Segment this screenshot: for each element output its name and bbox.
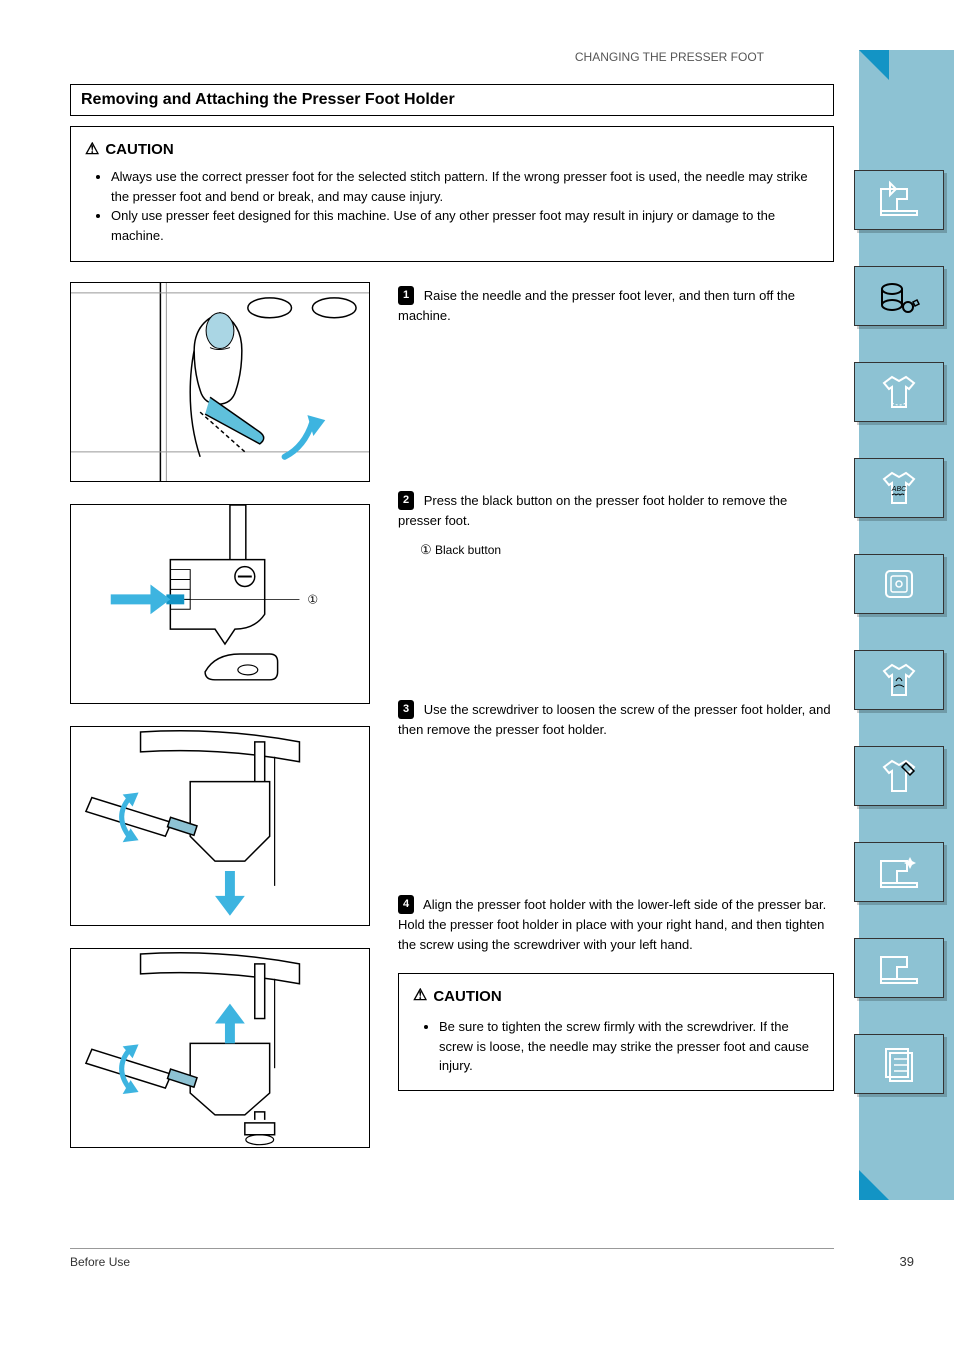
diagram-2: ①	[70, 504, 370, 704]
svg-text:ABC: ABC	[891, 486, 907, 493]
page-content: CHANGING THE PRESSER FOOT Removing and A…	[70, 50, 834, 1148]
tab-10[interactable]	[854, 1034, 944, 1094]
tab-5[interactable]	[854, 554, 944, 614]
tab-4[interactable]: ABC	[854, 458, 944, 518]
caution-label: CAUTION	[105, 141, 173, 158]
tab-6[interactable]	[854, 650, 944, 710]
shirt-abc-icon: ABC	[878, 467, 920, 509]
lower-caution-item: Be sure to tighten the screw firmly with…	[439, 1017, 819, 1076]
step-number: 1	[398, 286, 414, 305]
machine2-icon	[878, 947, 920, 989]
caution-box: ⚠ CAUTION Always use the correct presser…	[70, 126, 834, 262]
caution-item: Always use the correct presser foot for …	[111, 167, 819, 206]
diagram-4	[70, 948, 370, 1148]
warning-icon: ⚠	[413, 984, 427, 1009]
diagrams-column: ①	[70, 282, 370, 1148]
header-right: CHANGING THE PRESSER FOOT	[70, 50, 834, 64]
spool-icon	[878, 275, 920, 317]
machine-icon	[878, 179, 920, 221]
sidebar-corner-bottom	[859, 1170, 889, 1200]
lower-caution-heading: ⚠ CAUTION	[413, 984, 819, 1009]
step-text: Raise the needle and the presser foot le…	[398, 288, 795, 323]
machine-sparkle-icon	[878, 851, 920, 893]
pages-icon	[878, 1043, 920, 1085]
shirt-icon	[878, 371, 920, 413]
page-number: 39	[900, 1254, 914, 1269]
step-2: 2 Press the black button on the presser …	[398, 491, 834, 531]
lower-caution-box: ⚠ CAUTION Be sure to tighten the screw f…	[398, 973, 834, 1090]
diagram-3	[70, 726, 370, 926]
step-3: 3 Use the screwdriver to loosen the scre…	[398, 700, 834, 740]
step-text: Align the presser foot holder with the l…	[398, 897, 826, 952]
hoop-icon	[878, 563, 920, 605]
svg-text:①: ①	[307, 592, 318, 606]
step-2-label: ① Black button	[420, 540, 834, 560]
tab-3[interactable]	[854, 362, 944, 422]
caution-list: Always use the correct presser foot for …	[85, 167, 819, 245]
sidebar-corner-top	[859, 50, 889, 80]
step-text: Press the black button on the presser fo…	[398, 493, 787, 528]
side-tabs: ABC	[854, 170, 954, 1094]
step-4: 4 Align the presser foot holder with the…	[398, 895, 834, 955]
section-title: Removing and Attaching the Presser Foot …	[70, 84, 834, 116]
shirt-design-icon	[878, 659, 920, 701]
shirt-edit-icon	[878, 755, 920, 797]
steps-column: 1 Raise the needle and the presser foot …	[398, 282, 834, 1148]
step-number: 4	[398, 895, 414, 914]
tab-2[interactable]	[854, 266, 944, 326]
step-number: 2	[398, 491, 414, 510]
step-number: 3	[398, 700, 414, 719]
tab-1[interactable]	[854, 170, 944, 230]
lower-caution-list: Be sure to tighten the screw firmly with…	[413, 1017, 819, 1076]
warning-icon: ⚠	[85, 139, 99, 159]
label-marker: ①	[420, 542, 432, 557]
two-column-layout: ①	[70, 282, 834, 1148]
caution-item: Only use presser feet designed for this …	[111, 206, 819, 245]
tab-8[interactable]	[854, 842, 944, 902]
lower-caution-label: CAUTION	[433, 985, 501, 1008]
page-footer: Before Use	[70, 1248, 834, 1269]
footer-left: Before Use	[70, 1255, 130, 1269]
label-text: Black button	[435, 543, 501, 557]
step-1: 1 Raise the needle and the presser foot …	[398, 286, 834, 326]
caution-heading: ⚠ CAUTION	[85, 139, 819, 159]
diagram-1	[70, 282, 370, 482]
tab-7[interactable]	[854, 746, 944, 806]
step-text: Use the screwdriver to loosen the screw …	[398, 702, 831, 737]
tab-9[interactable]	[854, 938, 944, 998]
